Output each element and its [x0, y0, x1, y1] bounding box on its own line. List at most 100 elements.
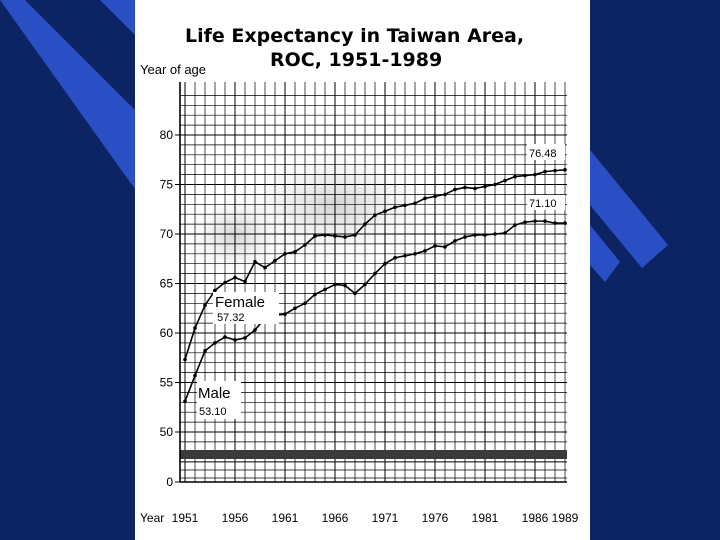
female-point [463, 185, 467, 190]
y-tick-label: 50 [160, 425, 174, 439]
male-point [413, 252, 417, 256]
female-point [203, 303, 207, 308]
male-point [313, 292, 317, 297]
male-end-value: 71.10 [529, 198, 557, 210]
x-tick-label: 1961 [272, 511, 299, 525]
male-point [203, 349, 207, 353]
female-series-name: Female [215, 294, 265, 311]
female-point [393, 205, 397, 210]
male-point [383, 261, 387, 266]
female-point [493, 182, 497, 187]
female-point [263, 265, 267, 270]
female-end-value: 76.48 [529, 148, 557, 160]
male-point [403, 253, 407, 258]
male-start-value: 53.10 [199, 406, 227, 418]
female-point [513, 174, 517, 179]
male-point [243, 336, 247, 340]
y-tick-label: 60 [160, 326, 174, 340]
female-point [403, 203, 407, 208]
x-tick-labels: 1951 1956 1961 1966 1971 1976 1981 1986 1989 [172, 511, 579, 525]
x-tick-label: 1986 [522, 511, 549, 525]
male-point [373, 271, 377, 276]
female-point [473, 186, 477, 191]
female-point [183, 357, 187, 362]
male-label-bg [197, 381, 241, 419]
x-tick-label: 1989 [552, 511, 579, 525]
female-point [563, 168, 567, 172]
male-point [433, 244, 437, 248]
male-point [393, 255, 397, 260]
y-axis-label: Year of age [140, 62, 206, 77]
x-tick-label: 1966 [322, 511, 349, 525]
male-point [353, 291, 357, 296]
male-point [443, 245, 447, 249]
y-tick-label: 80 [160, 128, 174, 142]
female-point [383, 209, 387, 214]
female-point [193, 326, 197, 330]
x-tick-label: 1971 [372, 511, 399, 525]
female-point [323, 233, 327, 237]
female-point [423, 196, 427, 201]
male-point [503, 231, 507, 235]
series-layer [183, 168, 567, 404]
female-point [213, 288, 217, 293]
decorative-stripe-left [0, 0, 137, 192]
y-tick-label: 75 [160, 178, 174, 192]
decorative-stripe-right-lower [590, 225, 620, 282]
x-axis-label: Year [140, 511, 164, 525]
female-point [553, 168, 557, 173]
x-tick-label: 1976 [422, 511, 449, 525]
decorative-stripe-left-top [100, 0, 137, 37]
female-end-label-bg [527, 144, 565, 160]
male-point [513, 223, 517, 227]
y-tick-label: 0 [166, 475, 173, 489]
male-point [303, 301, 307, 306]
female-point [373, 213, 377, 217]
x-tick-label: 1951 [172, 511, 199, 525]
female-point [443, 192, 447, 197]
male-series-name: Male [198, 385, 231, 402]
chart-title-line1: Life Expectancy in Taiwan Area, [185, 25, 524, 47]
axis-break-band [180, 450, 567, 459]
male-point [533, 219, 537, 223]
male-point [483, 233, 487, 237]
y-tick-label: 70 [160, 227, 174, 241]
female-point [503, 178, 507, 183]
male-point [323, 287, 327, 292]
male-point [363, 282, 367, 287]
female-point [223, 280, 227, 285]
female-point [283, 252, 287, 256]
decorative-stripe-right [590, 150, 668, 268]
chart-card: Life Expectancy in Taiwan Area, ROC, 195… [135, 0, 590, 540]
male-point [333, 282, 337, 287]
male-point [343, 283, 347, 288]
female-point [453, 187, 457, 192]
female-point [533, 172, 537, 177]
female-label-bg [213, 292, 279, 324]
x-tick-label: 1956 [222, 511, 249, 525]
female-point [543, 169, 547, 174]
male-point [543, 219, 547, 223]
female-point [313, 234, 317, 238]
y-tick-label: 65 [160, 277, 174, 291]
male-point [233, 338, 237, 342]
male-point [293, 306, 297, 311]
male-point [283, 312, 287, 316]
female-point [523, 173, 527, 178]
female-point [363, 222, 367, 226]
female-point [343, 235, 347, 239]
female-point [413, 201, 417, 206]
male-point [253, 328, 257, 332]
female-start-value: 57.32 [217, 312, 245, 324]
female-point [243, 279, 247, 284]
female-point [253, 259, 257, 264]
female-point [293, 250, 297, 254]
x-tick-label: 1981 [472, 511, 499, 525]
female-point [303, 243, 307, 247]
male-point [463, 235, 467, 239]
male-point [213, 341, 217, 345]
male-point [223, 335, 227, 339]
male-point [183, 399, 187, 404]
chart-title-line2: ROC, 1951-1989 [270, 49, 442, 71]
